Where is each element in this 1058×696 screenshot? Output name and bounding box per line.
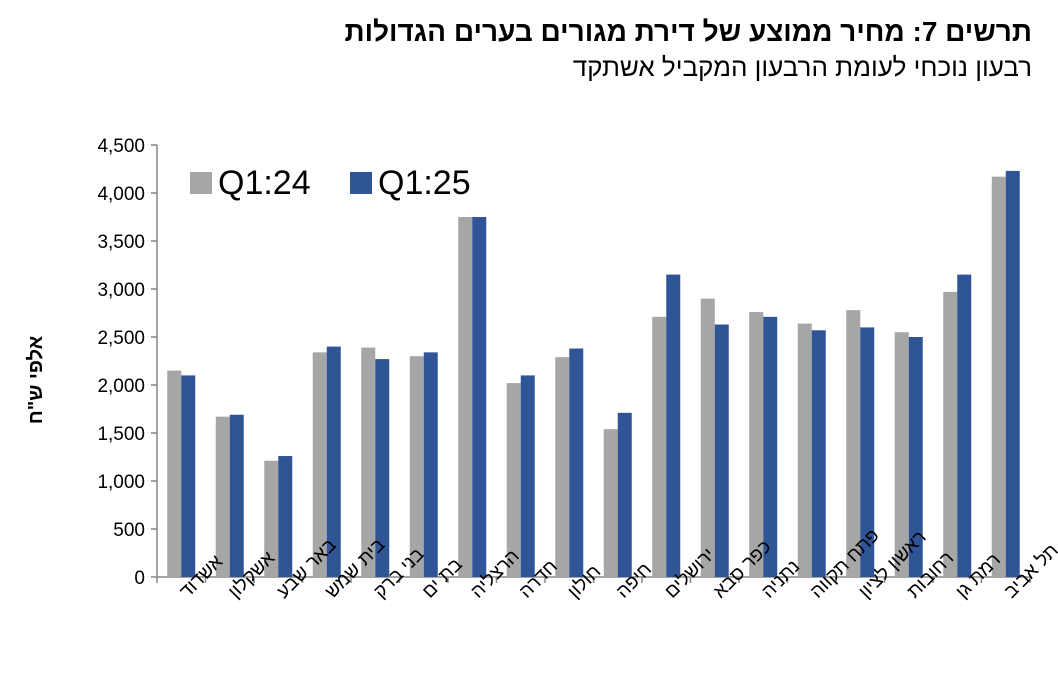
chart-axes [151,144,1031,583]
chart-title: תרשים 7: מחיר ממוצע של דירת מגורים בערים… [344,16,1032,47]
chart-header: תרשים 7: מחיר ממוצע של דירת מגורים בערים… [132,14,1032,84]
y-tick-label: 500 [113,520,145,541]
bar-q1-24 [361,347,376,577]
y-tick-label: 3,500 [97,232,145,253]
bar-q1-25 [1005,170,1020,578]
bar-q1-24 [943,291,958,577]
bar-q1-24 [555,357,570,577]
bar-q1-24 [797,323,812,577]
y-tick-labels: 0 500 1,000 1,500 2,000 2,500 3,000 3,500 4,000 4… [97,136,145,589]
bar-q1-24 [652,316,667,577]
bar-q1-24 [409,356,424,577]
bar-q1-25 [181,375,196,577]
y-tick-label: 3,000 [97,280,145,301]
bar-q1-24 [215,416,230,577]
bar-q1-24 [894,332,909,577]
bar-q1-25 [763,316,778,577]
bar-q1-25 [423,352,438,577]
y-tick-label: 4,500 [97,136,145,157]
bar-q1-25 [472,217,487,577]
bar-q1-25 [326,346,341,577]
bar-q1-25 [714,324,729,577]
legend-label: Q1:25 [378,164,471,202]
legend-swatch [350,172,372,194]
chart-subtitle: רבעון נוכחי לעומת הרבעון המקביל אשתקד [572,52,1032,82]
bar-q1-24 [603,429,618,577]
bar-q1-25 [520,375,535,577]
bar-q1-25 [908,337,923,577]
bar-q1-25 [278,456,293,577]
bar-q1-24 [749,312,764,577]
y-tick-label: 2,000 [97,376,145,397]
chart-bars [167,170,1020,578]
chart-legend: Q1:24 Q1:25 [190,164,471,202]
bar-q1-24 [167,370,182,577]
bar-q1-25 [860,327,875,577]
bar-q1-24 [264,460,279,577]
bar-q1-24 [846,310,861,577]
legend-label: Q1:24 [218,164,311,202]
bar-q1-25 [957,274,972,577]
y-tick-label: 0 [134,568,145,589]
bar-q1-24 [312,352,327,577]
bar-q1-25 [375,359,390,577]
y-tick-label: 4,000 [97,184,145,205]
bar-q1-25 [811,330,826,577]
y-tick-label: 1,500 [97,424,145,445]
bar-q1-25 [569,348,584,577]
y-axis-label: אלפי ש"ח [25,335,47,424]
bar-q1-24 [458,217,473,577]
bar-q1-24 [506,383,521,577]
legend-swatch [190,172,212,194]
y-tick-label: 2,500 [97,328,145,349]
bar-q1-24 [991,176,1006,577]
bar-q1-25 [617,412,632,577]
bar-q1-24 [700,298,715,577]
y-tick-label: 1,000 [97,472,145,493]
bar-q1-25 [229,414,244,577]
bar-q1-25 [666,274,681,577]
